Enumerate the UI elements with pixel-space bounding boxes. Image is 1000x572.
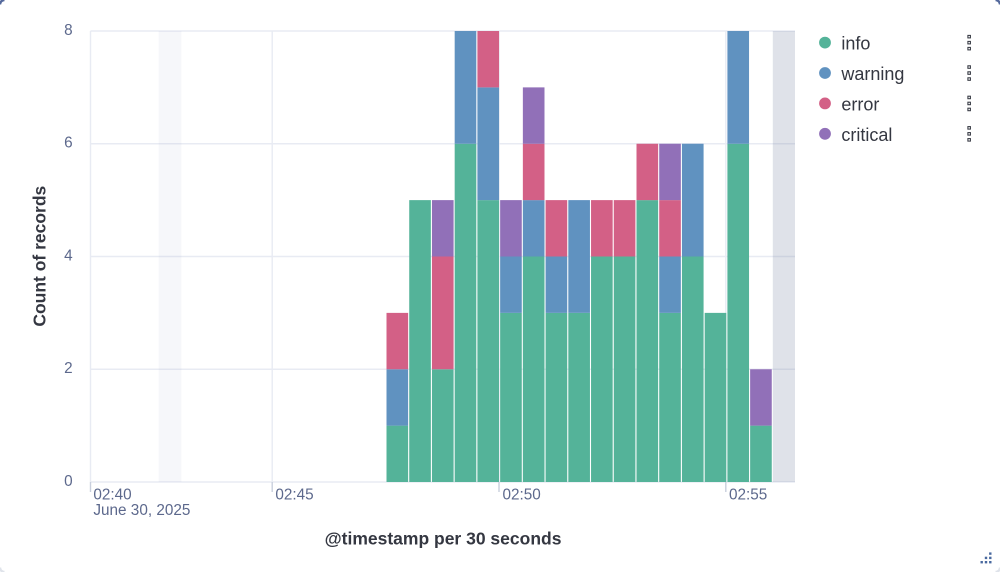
svg-text:info: info [841, 34, 870, 54]
svg-text:02:55: 02:55 [729, 487, 767, 504]
svg-text:Count of records: Count of records [30, 185, 50, 326]
svg-text:warning: warning [840, 64, 904, 84]
svg-text:0: 0 [64, 473, 73, 490]
svg-text:June 30, 2025: June 30, 2025 [93, 502, 190, 519]
svg-text:8: 8 [64, 22, 73, 39]
svg-text:02:45: 02:45 [275, 487, 313, 504]
svg-text:02:40: 02:40 [93, 487, 131, 504]
svg-text:@timestamp per 30 seconds: @timestamp per 30 seconds [325, 528, 562, 548]
svg-text:error: error [841, 94, 879, 114]
svg-text:4: 4 [64, 247, 73, 264]
svg-text:6: 6 [64, 135, 73, 152]
svg-text:2: 2 [64, 360, 73, 377]
svg-text:02:50: 02:50 [503, 487, 541, 504]
svg-text:critical: critical [841, 125, 892, 145]
